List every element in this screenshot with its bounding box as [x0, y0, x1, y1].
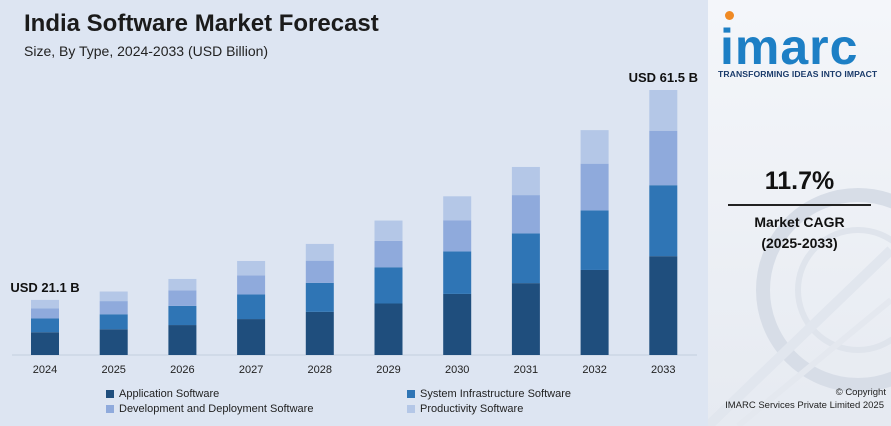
bar-segment-2029-3 [374, 240, 403, 268]
bar-segment-2029-4 [374, 220, 403, 241]
bar-segment-2025-4 [99, 291, 128, 302]
copyright-line-1: © Copyright [835, 387, 886, 398]
bar-segment-2024-2 [31, 318, 59, 333]
x-tick-label: 2026 [170, 364, 194, 376]
bar-segment-2028-2 [305, 282, 334, 312]
legend-label: System Infrastructure Software [420, 388, 571, 400]
bar-segment-2026-3 [168, 290, 197, 306]
bar-segment-2031-4 [511, 166, 540, 196]
brand-tagline: TRANSFORMING IDEAS INTO IMPACT [718, 69, 878, 79]
bar-segment-2026-1 [168, 325, 197, 355]
bar-segment-2033-3 [649, 130, 678, 186]
bar-segment-2029-1 [374, 303, 403, 355]
legend-swatch [407, 390, 415, 398]
value-annotation: USD 21.1 B [10, 280, 79, 295]
x-tick-label: 2032 [582, 364, 606, 376]
bar-segment-2024-1 [31, 332, 59, 355]
x-tick-label: 2028 [308, 364, 332, 376]
bar-segment-2027-3 [237, 275, 266, 295]
cagr-period: (2025-2033) [761, 235, 838, 251]
cagr-divider [728, 204, 871, 206]
x-tick-label: 2030 [445, 364, 469, 376]
x-tick-label: 2031 [514, 364, 538, 376]
background-decoration [708, 188, 891, 426]
legend-item: System Infrastructure Software [407, 388, 571, 400]
x-tick-label: 2025 [101, 364, 125, 376]
chart-subtitle: Size, By Type, 2024-2033 (USD Billion) [24, 43, 269, 59]
bar-segment-2025-3 [99, 301, 128, 315]
bar-segment-2032-4 [580, 130, 609, 164]
x-tick-label: 2024 [33, 364, 57, 376]
brand-panel: imarc TRANSFORMING IDEAS INTO IMPACT 11.… [708, 0, 891, 426]
bar-segment-2030-1 [443, 293, 472, 355]
legend-label: Productivity Software [420, 403, 524, 415]
bar-segment-2031-2 [511, 233, 540, 284]
legend-swatch [106, 405, 114, 413]
chart-title: India Software Market Forecast [24, 10, 379, 37]
legend-swatch [106, 390, 114, 398]
bar-segment-2032-2 [580, 210, 609, 270]
bar-segment-2027-4 [237, 260, 266, 276]
bar-segment-2033-2 [649, 185, 678, 257]
imarc-logo: imarc [720, 19, 859, 75]
bar-segment-2033-4 [649, 90, 678, 131]
x-tick-label: 2033 [651, 364, 675, 376]
bar-segment-2032-1 [580, 269, 609, 355]
stacked-bar-chart: 2024 2025 2026 2027 2028 2029 2030 2031 2032 2033… [10, 70, 698, 376]
bar-segment-2031-1 [511, 283, 540, 355]
chart-panel: India Software Market Forecast Size, By … [10, 10, 698, 415]
bar-segment-2028-3 [305, 260, 334, 283]
bar-segment-2024-4 [31, 299, 59, 309]
copyright-line-2: IMARC Services Private Limited 2025 [725, 400, 884, 411]
bar-segment-2027-2 [237, 294, 266, 320]
cagr-value: 11.7% [764, 167, 835, 195]
bar-segment-2027-1 [237, 319, 266, 355]
bar-segment-2030-2 [443, 251, 472, 294]
bar-segment-2030-3 [443, 220, 472, 252]
bar-segment-2033-1 [649, 256, 678, 355]
legend-swatch [407, 405, 415, 413]
x-tick-label: 2027 [239, 364, 263, 376]
bar-segment-2028-1 [305, 311, 334, 355]
x-tick-label: 2029 [376, 364, 400, 376]
logo-dot-icon [725, 11, 734, 20]
legend-item: Development and Deployment Software [106, 403, 313, 415]
bar-segment-2028-4 [305, 243, 334, 261]
value-annotation: USD 61.5 B [629, 70, 698, 85]
bar-segment-2025-1 [99, 329, 128, 355]
bar-segment-2026-4 [168, 278, 197, 291]
legend-item: Application Software [106, 388, 219, 400]
legend-item: Productivity Software [407, 403, 523, 415]
cagr-label: Market CAGR [754, 214, 845, 230]
legend-label: Development and Deployment Software [119, 403, 314, 415]
bar-segment-2029-2 [374, 267, 403, 304]
bar-segment-2026-2 [168, 305, 197, 326]
bar-segment-2025-2 [99, 314, 128, 330]
bar-segment-2032-3 [580, 163, 609, 211]
bar-segment-2030-4 [443, 196, 472, 221]
bar-segment-2024-3 [31, 308, 59, 319]
legend-label: Application Software [119, 388, 220, 400]
bar-segment-2031-3 [511, 195, 540, 234]
